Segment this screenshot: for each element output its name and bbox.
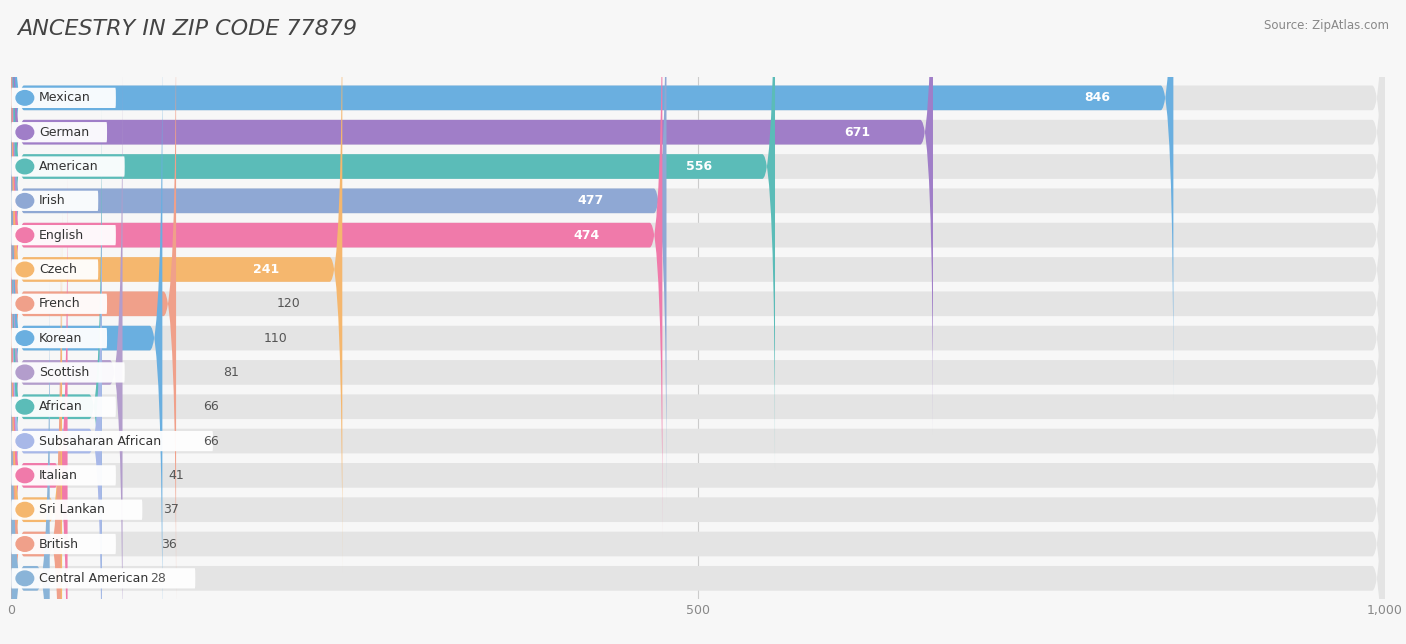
FancyBboxPatch shape xyxy=(11,35,1385,641)
FancyBboxPatch shape xyxy=(11,70,1385,644)
Text: 477: 477 xyxy=(578,194,603,207)
Text: 66: 66 xyxy=(202,400,218,413)
Text: African: African xyxy=(39,400,83,413)
Ellipse shape xyxy=(15,159,34,174)
FancyBboxPatch shape xyxy=(11,88,115,108)
Ellipse shape xyxy=(15,468,34,482)
FancyBboxPatch shape xyxy=(11,1,1385,607)
FancyBboxPatch shape xyxy=(11,294,107,314)
Text: 36: 36 xyxy=(162,538,177,551)
FancyBboxPatch shape xyxy=(11,207,1385,644)
Ellipse shape xyxy=(15,365,34,380)
FancyBboxPatch shape xyxy=(11,0,666,504)
FancyBboxPatch shape xyxy=(11,0,1385,401)
Ellipse shape xyxy=(15,228,34,242)
FancyBboxPatch shape xyxy=(11,397,115,417)
FancyBboxPatch shape xyxy=(11,1,176,607)
Text: 28: 28 xyxy=(150,572,166,585)
Text: 556: 556 xyxy=(686,160,711,173)
FancyBboxPatch shape xyxy=(11,35,162,641)
FancyBboxPatch shape xyxy=(11,276,1385,644)
Text: British: British xyxy=(39,538,79,551)
FancyBboxPatch shape xyxy=(11,242,60,644)
FancyBboxPatch shape xyxy=(11,500,142,520)
FancyBboxPatch shape xyxy=(11,70,122,644)
Text: 37: 37 xyxy=(163,503,179,516)
FancyBboxPatch shape xyxy=(11,260,98,279)
Text: Subsaharan African: Subsaharan African xyxy=(39,435,162,448)
Text: Central American: Central American xyxy=(39,572,148,585)
Text: Irish: Irish xyxy=(39,194,66,207)
FancyBboxPatch shape xyxy=(11,207,62,644)
FancyBboxPatch shape xyxy=(11,242,1385,644)
Text: 846: 846 xyxy=(1084,91,1111,104)
Text: 474: 474 xyxy=(574,229,599,242)
FancyBboxPatch shape xyxy=(11,0,1385,572)
Ellipse shape xyxy=(15,262,34,277)
FancyBboxPatch shape xyxy=(11,138,101,644)
FancyBboxPatch shape xyxy=(11,225,115,245)
Ellipse shape xyxy=(15,194,34,208)
FancyBboxPatch shape xyxy=(11,0,1385,504)
Ellipse shape xyxy=(15,296,34,311)
Ellipse shape xyxy=(15,91,34,105)
Text: French: French xyxy=(39,298,80,310)
Text: English: English xyxy=(39,229,84,242)
FancyBboxPatch shape xyxy=(11,104,101,644)
FancyBboxPatch shape xyxy=(11,431,212,451)
Text: Czech: Czech xyxy=(39,263,77,276)
Text: Scottish: Scottish xyxy=(39,366,89,379)
Ellipse shape xyxy=(15,434,34,448)
Text: 110: 110 xyxy=(263,332,287,345)
Ellipse shape xyxy=(15,331,34,345)
Text: 41: 41 xyxy=(169,469,184,482)
FancyBboxPatch shape xyxy=(11,104,1385,644)
Ellipse shape xyxy=(15,536,34,551)
FancyBboxPatch shape xyxy=(11,0,1385,469)
Ellipse shape xyxy=(15,502,34,517)
FancyBboxPatch shape xyxy=(11,0,775,469)
Text: ANCESTRY IN ZIP CODE 77879: ANCESTRY IN ZIP CODE 77879 xyxy=(17,19,357,39)
Ellipse shape xyxy=(15,399,34,414)
Text: Mexican: Mexican xyxy=(39,91,91,104)
FancyBboxPatch shape xyxy=(11,328,107,348)
FancyBboxPatch shape xyxy=(11,0,1385,435)
FancyBboxPatch shape xyxy=(11,0,934,435)
Text: 81: 81 xyxy=(224,366,239,379)
FancyBboxPatch shape xyxy=(11,0,1174,401)
FancyBboxPatch shape xyxy=(11,568,195,589)
FancyBboxPatch shape xyxy=(11,465,115,486)
Ellipse shape xyxy=(15,125,34,140)
Text: 241: 241 xyxy=(253,263,280,276)
FancyBboxPatch shape xyxy=(11,138,1385,644)
Text: 120: 120 xyxy=(277,298,301,310)
FancyBboxPatch shape xyxy=(11,0,1385,538)
FancyBboxPatch shape xyxy=(11,173,1385,644)
FancyBboxPatch shape xyxy=(11,191,98,211)
Text: Sri Lankan: Sri Lankan xyxy=(39,503,105,516)
FancyBboxPatch shape xyxy=(11,363,125,383)
Text: Source: ZipAtlas.com: Source: ZipAtlas.com xyxy=(1264,19,1389,32)
FancyBboxPatch shape xyxy=(11,0,342,572)
Text: 671: 671 xyxy=(844,126,870,138)
FancyBboxPatch shape xyxy=(11,122,107,142)
FancyBboxPatch shape xyxy=(11,534,115,554)
FancyBboxPatch shape xyxy=(11,156,125,176)
Ellipse shape xyxy=(15,571,34,585)
Text: German: German xyxy=(39,126,89,138)
Text: Korean: Korean xyxy=(39,332,83,345)
FancyBboxPatch shape xyxy=(11,276,49,644)
FancyBboxPatch shape xyxy=(11,0,662,538)
Text: Italian: Italian xyxy=(39,469,77,482)
FancyBboxPatch shape xyxy=(11,173,67,644)
Text: American: American xyxy=(39,160,98,173)
Text: 66: 66 xyxy=(202,435,218,448)
